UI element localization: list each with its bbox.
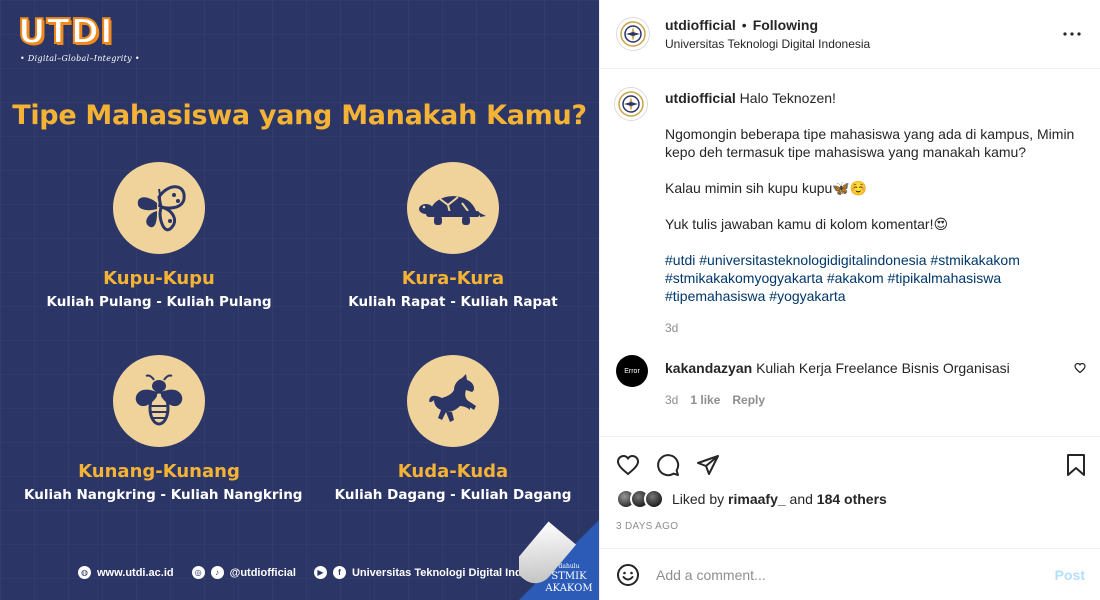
facebook-icon: f — [332, 566, 346, 579]
emoji-button[interactable] — [616, 563, 640, 587]
comment-time[interactable]: 3d — [665, 393, 679, 407]
caption-hashtags: #utdi #universitasteknologidigitalindone… — [665, 251, 1084, 305]
post-headline: Tipe Mahasiswa yang Manakah Kamu? — [12, 100, 587, 131]
instagram-icon: ◎ — [191, 566, 205, 579]
tiktok-icon: ♪ — [210, 566, 224, 579]
post-comment-button[interactable]: Post — [1054, 566, 1085, 583]
horse-icon — [407, 355, 499, 447]
add-comment-bar: Post — [600, 548, 1100, 600]
badge-line2: AKAKOM — [545, 583, 593, 594]
hashtag-link[interactable]: #utdi — [665, 252, 696, 268]
caption-greeting: Halo Teknozen! — [739, 90, 836, 106]
comment-button[interactable] — [656, 453, 680, 477]
utdi-emblem-icon — [620, 21, 646, 47]
bookmark-icon — [1067, 454, 1085, 476]
logo-text: UTDI — [17, 12, 114, 52]
likes-connector: and — [789, 491, 813, 507]
share-icon — [697, 455, 719, 475]
type-name: Kupu-Kupu — [103, 268, 215, 289]
following-button[interactable]: Following — [752, 17, 819, 33]
likes-others-link[interactable]: 184 others — [816, 491, 887, 507]
hashtag-link[interactable]: #tipemahasiswa — [665, 288, 766, 304]
liker-username[interactable]: rimaafy_ — [728, 491, 786, 507]
type-card-kura-kura: Kura-Kura Kuliah Rapat - Kuliah Rapat — [318, 162, 588, 310]
hashtag-link[interactable]: #yogyakarta — [769, 288, 846, 304]
caption: utdiofficial Halo Teknozen! Ngomongin be… — [600, 69, 1100, 337]
hashtag-link[interactable]: #stmikakakomyogyakarta — [665, 270, 823, 286]
liker-avatars[interactable] — [616, 489, 664, 509]
type-name: Kuda-Kuda — [397, 461, 509, 482]
type-name: Kura-Kura — [401, 268, 505, 289]
caption-username[interactable]: utdiofficial — [665, 90, 736, 106]
footer-social: @utdiofficial — [229, 566, 296, 579]
comment-icon — [657, 454, 680, 477]
heart-icon — [616, 454, 640, 476]
logo-tagline: • Digital–Global–Integrity • — [20, 54, 140, 63]
utdi-logo: UTDI • Digital–Global–Integrity • — [17, 12, 140, 63]
type-desc: Kuliah Pulang - Kuliah Pulang — [46, 294, 272, 310]
like-button[interactable] — [616, 453, 640, 477]
caption-paragraph: Kalau mimin sih kupu kupu🦋☺️ — [665, 180, 868, 196]
save-button[interactable] — [1065, 453, 1087, 477]
type-desc: Kuliah Nangkring - Kuliah Nangkring — [24, 487, 303, 503]
type-name: Kunang-Kunang — [78, 461, 240, 482]
comment-item: Error kakandazyan Kuliah Kerja Freelance… — [600, 355, 1100, 409]
post-footer: ◍ www.utdi.ac.id ◎ ♪ @utdiofficial ▶ f U… — [78, 566, 557, 579]
share-button[interactable] — [696, 453, 720, 477]
more-options-button[interactable] — [1060, 22, 1084, 46]
badge-line1: STMIK — [551, 571, 587, 582]
hashtag-link[interactable]: #stmikakakom — [930, 252, 1020, 268]
separator: • — [741, 17, 747, 33]
post-actions: Liked by rimaafy_ and 184 others 3 DAYS … — [600, 436, 1100, 532]
likes-prefix: Liked by — [672, 491, 725, 507]
caption-paragraph: Ngomongin beberapa tipe mahasiswa yang a… — [665, 126, 1075, 160]
badge-small-text: dahulu — [558, 563, 580, 570]
type-card-kuda-kuda: Kuda-Kuda Kuliah Dagang - Kuliah Dagang — [318, 355, 588, 503]
type-desc: Kuliah Dagang - Kuliah Dagang — [334, 487, 572, 503]
comment-text: Kuliah Kerja Freelance Bisnis Organisasi — [756, 360, 1010, 376]
footer-website: www.utdi.ac.id — [97, 566, 174, 579]
likes-summary: Liked by rimaafy_ and 184 others — [600, 483, 1100, 509]
comment-likes-link[interactable]: 1 like — [690, 393, 721, 407]
youtube-icon: ▶ — [313, 566, 327, 579]
post-date[interactable]: 3 DAYS AGO — [616, 521, 679, 532]
emoji-icon — [617, 563, 639, 586]
post-image[interactable]: UTDI • Digital–Global–Integrity • Tipe M… — [0, 0, 599, 600]
header-username[interactable]: utdiofficial — [665, 17, 736, 33]
comment-input[interactable] — [656, 566, 1055, 583]
comment-username[interactable]: kakandazyan — [665, 360, 753, 376]
type-card-kupu-kupu: Kupu-Kupu Kuliah Pulang - Kuliah Pulang — [24, 162, 294, 310]
avatar[interactable] — [614, 87, 648, 121]
utdi-emblem-icon — [618, 91, 644, 117]
hashtag-link[interactable]: #universitasteknologidigitalindonesia — [699, 252, 927, 268]
turtle-icon — [407, 162, 499, 254]
butterfly-icon — [113, 162, 205, 254]
hashtag-link[interactable]: #tipikalmahasiswa — [887, 270, 1002, 286]
caption-time[interactable]: 3d — [665, 321, 679, 335]
avatar[interactable]: Error — [616, 355, 648, 387]
firefly-icon — [113, 355, 205, 447]
heart-icon — [1074, 362, 1086, 374]
comment-like-button[interactable] — [1074, 361, 1086, 379]
more-icon — [1063, 32, 1081, 36]
avatar[interactable] — [616, 17, 650, 51]
footer-channel: Universitas Teknologi Digital Indonesia — [351, 566, 557, 579]
globe-icon: ◍ — [78, 566, 91, 579]
type-card-kunang-kunang: Kunang-Kunang Kuliah Nangkring - Kuliah … — [24, 355, 303, 503]
post-header: utdiofficial • Following Universitas Tek… — [600, 0, 1100, 69]
stmik-akakom-badge: dahulu STMIK AKAKOM — [519, 520, 599, 600]
caption-paragraph: Yuk tulis jawaban kamu di kolom komentar… — [665, 216, 949, 232]
reply-button[interactable]: Reply — [732, 393, 766, 407]
hashtag-link[interactable]: #akakom — [826, 270, 884, 286]
post-details-panel: utdiofficial • Following Universitas Tek… — [599, 0, 1100, 600]
header-subtitle[interactable]: Universitas Teknologi Digital Indonesia — [665, 37, 871, 51]
type-desc: Kuliah Rapat - Kuliah Rapat — [348, 294, 558, 310]
